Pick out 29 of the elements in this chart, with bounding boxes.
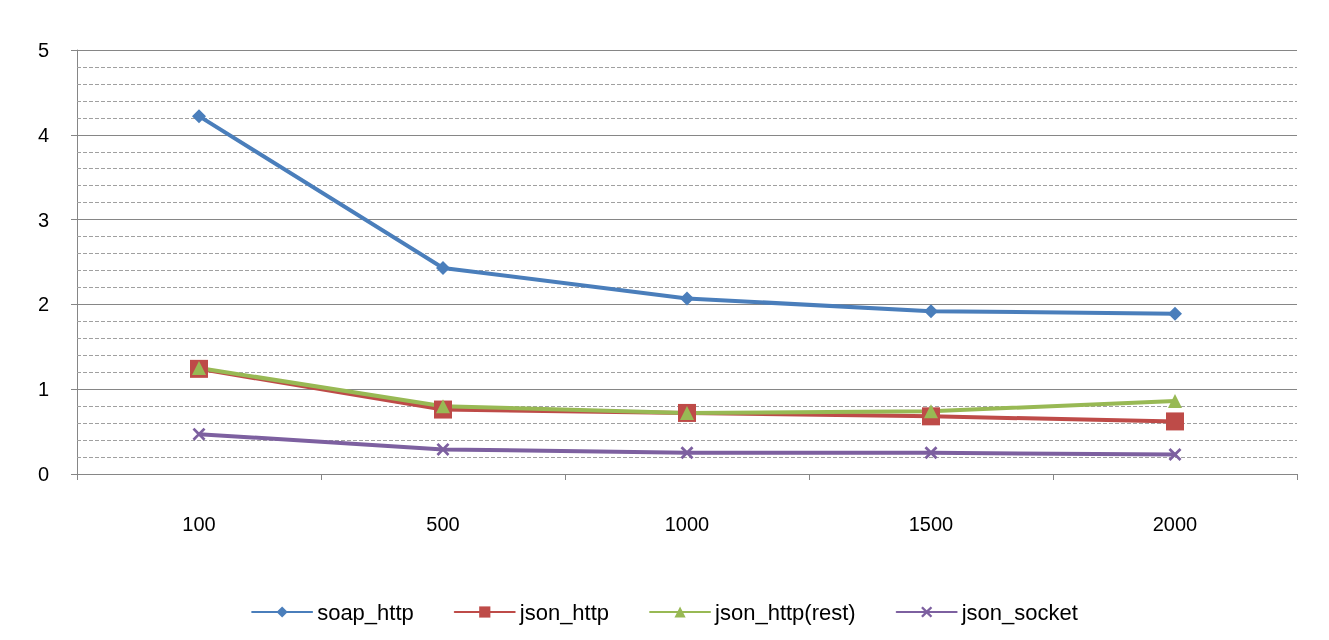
y-tick-label: 4 xyxy=(37,123,49,146)
point xyxy=(680,291,694,306)
point xyxy=(192,427,206,441)
x-tick-label: 1000 xyxy=(664,513,710,535)
point xyxy=(1168,306,1182,321)
point xyxy=(436,399,450,414)
point xyxy=(192,109,206,124)
point xyxy=(1168,394,1182,409)
legend-label: json_socket xyxy=(960,599,1078,625)
x-tick-label: 1500 xyxy=(908,513,954,535)
y-tick-label: 0 xyxy=(37,463,49,485)
x-tick-label: 500 xyxy=(426,513,460,535)
y-tick-label: 5 xyxy=(37,39,49,61)
legend-label: json_http xyxy=(518,599,610,625)
point xyxy=(1168,448,1182,461)
legend-label: soap_http xyxy=(317,599,414,625)
point xyxy=(436,260,450,275)
y-tick-label: 3 xyxy=(37,208,49,231)
point xyxy=(924,304,938,319)
x-tick-label: 100 xyxy=(182,513,216,535)
point xyxy=(924,446,938,460)
point xyxy=(680,446,694,460)
y-tick-label: 1 xyxy=(37,378,49,401)
point xyxy=(924,404,938,419)
x-tick-label: 2000 xyxy=(1152,513,1198,535)
point xyxy=(436,442,450,456)
point xyxy=(1166,412,1184,431)
y-tick-label: 2 xyxy=(37,293,49,316)
legend-label: json_http(rest) xyxy=(714,599,856,625)
